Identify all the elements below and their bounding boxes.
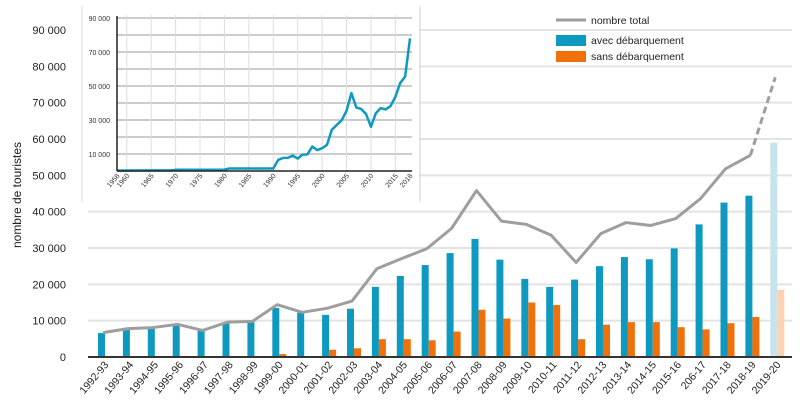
bar-avec: [371, 286, 379, 357]
bar-sans: [453, 331, 461, 357]
bar-sans: [354, 348, 361, 357]
bar-sans: [378, 339, 386, 357]
y-tick-label: 70 000: [32, 98, 66, 110]
bar-avec: [322, 314, 330, 357]
bar-avec: [695, 224, 703, 357]
bar-sans: [329, 349, 337, 357]
inset-y-tick-label: 30 000: [89, 118, 111, 125]
bars: [98, 142, 785, 357]
total-line-projected: [748, 76, 777, 156]
bar-avec: [770, 142, 778, 357]
bar-sans: [279, 354, 287, 357]
bar-avec: [471, 238, 479, 357]
bar-avec: [272, 307, 280, 357]
bar-avec: [197, 330, 205, 357]
legend-swatch-sans: [556, 51, 586, 62]
y-tick-label: 20 000: [32, 279, 66, 291]
y-tick-label: 0: [60, 352, 66, 364]
bar-sans: [627, 322, 635, 357]
bar-avec: [98, 333, 105, 357]
bar-sans: [677, 327, 685, 357]
bar-sans: [702, 329, 710, 357]
bar-sans: [428, 340, 436, 357]
x-tick-labels: 1992-931993-941994-951995-961996-971997-…: [77, 359, 783, 396]
inset-y-tick-label: 10 000: [89, 152, 111, 159]
bar-sans: [777, 289, 785, 357]
bar-avec: [172, 324, 180, 357]
inset-line: [117, 38, 412, 172]
bar-avec: [645, 259, 653, 357]
legend-swatch-avec: [556, 35, 586, 46]
bar-avec: [347, 308, 354, 357]
bar-sans: [727, 323, 735, 357]
bar-avec: [546, 286, 554, 357]
bar-avec: [446, 253, 454, 357]
bar-avec: [496, 259, 504, 357]
bar-sans: [752, 317, 760, 357]
bar-avec: [247, 321, 255, 357]
bar-avec: [222, 322, 230, 357]
bar-avec: [720, 202, 728, 357]
bar-sans: [403, 339, 411, 357]
bar-avec: [396, 275, 404, 357]
y-tick-label: 80 000: [32, 61, 66, 73]
bar-avec: [571, 279, 579, 357]
inset-y-tick-label: 70 000: [89, 50, 111, 57]
main-y-ticks: 0 10 000 20 000 30 000 40 000 50 000 60 000 70 …: [32, 25, 66, 364]
bar-avec: [596, 266, 603, 357]
y-tick-label: 30 000: [32, 243, 66, 255]
bar-sans: [578, 339, 586, 357]
legend: nombre total avec débarquement sans déba…: [556, 15, 684, 63]
bar-sans: [603, 324, 610, 357]
total-line-solid: [102, 154, 752, 335]
bar-sans: [528, 302, 536, 357]
bar-sans: [503, 318, 511, 357]
bar-sans: [553, 305, 561, 357]
bar-avec: [421, 265, 429, 357]
bar-avec: [147, 327, 155, 357]
y-tick-label: 50 000: [32, 170, 66, 182]
bar-avec: [521, 278, 529, 357]
bar-sans: [478, 309, 486, 357]
y-tick-label: 40 000: [32, 207, 66, 219]
y-tick-label: 10 000: [32, 316, 66, 328]
bar-avec: [670, 248, 678, 357]
bar-avec: [122, 329, 130, 357]
inset-gridlines: [117, 15, 412, 171]
inset-y-tick-label: 50 000: [89, 84, 111, 91]
bar-avec: [745, 195, 753, 357]
bar-avec: [297, 312, 305, 357]
legend-label-total: nombre total: [591, 15, 649, 27]
y-axis-label: nombre de touristes: [10, 142, 24, 248]
legend-label-avec: avec débarquement: [591, 35, 684, 47]
bar-avec: [620, 257, 628, 357]
inset-y-ticks: 10 000 30 000 50 000 70 000 90 000: [89, 16, 111, 159]
y-tick-label: 60 000: [32, 134, 66, 146]
y-tick-label: 90 000: [32, 25, 66, 37]
total-line: [102, 76, 777, 335]
legend-label-sans: sans débarquement: [591, 51, 684, 63]
bar-sans: [652, 322, 660, 357]
inset-y-tick-label: 90 000: [89, 16, 111, 23]
